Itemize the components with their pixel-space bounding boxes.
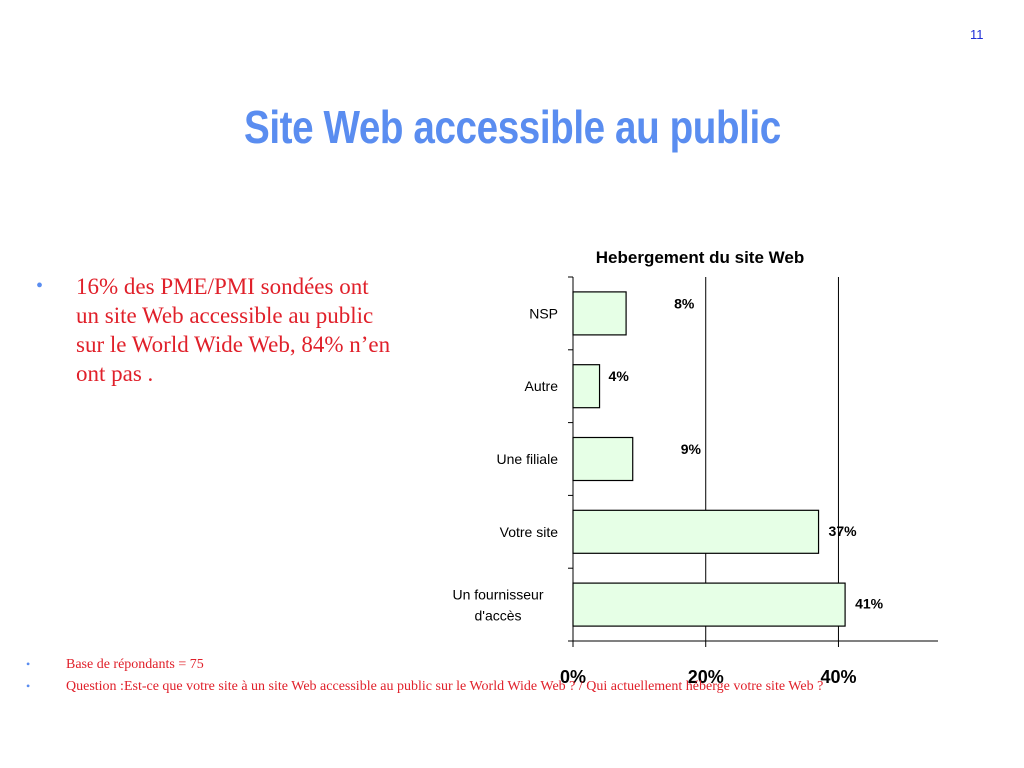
category-label: Une filiale [497,451,559,467]
data-label: 4% [609,368,630,384]
x-tick-label: 40% [820,667,856,687]
x-tick-label: 0% [560,667,586,687]
data-label: 9% [681,441,702,457]
bar [572,291,627,336]
footnote-respondents: • Base de répondants = 75 [22,655,962,674]
bullet-icon: • [26,657,31,671]
page-number: 11 [970,27,984,42]
footnote-text: Question :Est-ce que votre site à un sit… [66,679,824,694]
category-label: NSP [529,305,558,321]
bar [572,582,846,627]
footnote-text: Base de répondants = 75 [66,657,204,672]
category-label: Autre [525,378,559,394]
data-label: 41% [855,596,884,612]
data-label: 37% [829,523,858,539]
data-label: 8% [674,295,695,311]
bar [572,436,634,482]
bar [572,509,820,554]
main-bullet-text: 16% des PME/PMI sondées ont un site Web … [76,274,391,386]
category-label: Votre site [500,524,559,540]
bullet-icon: • [26,679,31,693]
footnote-question: • Question :Est-ce que votre site à un s… [22,677,962,696]
bullet-icon: • [36,275,44,297]
category-label: Un fournisseur d'accès [452,587,543,624]
chart-title: Hebergement du site Web [596,248,804,267]
bar [572,364,601,409]
main-bullet: • 16% des PME/PMI sondées ont un site We… [36,272,396,388]
x-tick-label: 20% [688,667,724,687]
footnotes: • Base de répondants = 75 • Question :Es… [22,655,962,699]
slide-title: Site Web accessible au public [244,101,781,153]
